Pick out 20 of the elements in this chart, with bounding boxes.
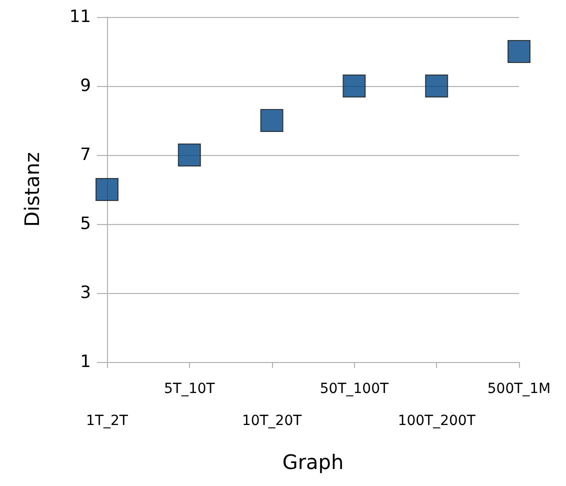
y-tick-label: 3	[80, 283, 91, 303]
point	[342, 74, 366, 98]
x-tick-label: 500T_1M	[487, 381, 551, 397]
x-tick-label: 5T_10T	[164, 381, 216, 397]
y-tick-label: 1	[80, 352, 91, 372]
point	[260, 109, 284, 132]
x-tick-label: 100T_200T	[398, 413, 476, 429]
point	[178, 144, 201, 166]
point	[508, 40, 530, 63]
y-tick-label: 7	[80, 145, 91, 165]
point	[425, 74, 448, 98]
x-tick-label: 1T_2T	[86, 413, 128, 429]
x-tick-label: 50T_100T	[320, 381, 389, 397]
x-tick-label: 10T_20T	[242, 413, 302, 429]
x-axis-title: Graph	[282, 450, 344, 474]
y-tick-label: 9	[80, 76, 91, 96]
point	[96, 178, 118, 201]
y-axis-title: Distanz	[20, 152, 44, 227]
y-tick-label: 5	[80, 214, 91, 234]
y-tick-label: 11	[69, 7, 91, 27]
